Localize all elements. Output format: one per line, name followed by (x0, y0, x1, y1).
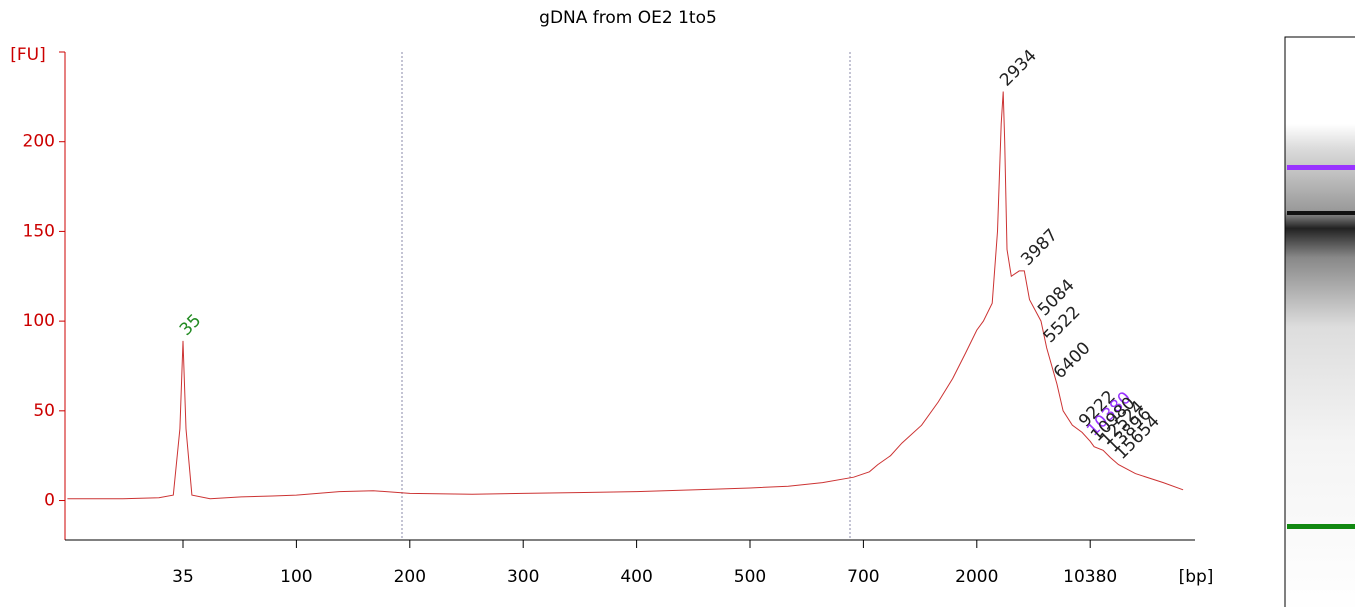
x-tick-label: 300 (507, 567, 539, 587)
x-tick-label: 200 (394, 567, 426, 587)
peak-label: 35 (176, 310, 205, 339)
y-axis-label: [FU] (10, 45, 46, 65)
trace (67, 91, 1184, 500)
lower-marker-band (1287, 524, 1355, 529)
x-axis-label: [bp] (1179, 567, 1214, 587)
y-tick-label: 100 (23, 311, 55, 331)
chart-title: gDNA from OE2 1to5 (539, 8, 717, 28)
main-band (1287, 211, 1355, 215)
x-tick-label: 100 (280, 567, 312, 587)
peak-label: 6400 (1050, 338, 1095, 383)
x-tick-label: 700 (847, 567, 879, 587)
peak-label: 3987 (1017, 225, 1062, 270)
x-tick-label: 35 (172, 567, 194, 587)
gel-lane (1284, 36, 1355, 607)
y-tick-label: 50 (33, 401, 55, 421)
x-tick-label: 500 (734, 567, 766, 587)
x-tick-label: 2000 (955, 567, 998, 587)
x-tick-label: 400 (620, 567, 652, 587)
x-tick-label: 10380 (1063, 567, 1117, 587)
y-tick-label: 200 (23, 132, 55, 152)
gel-background (1284, 36, 1355, 607)
upper-marker-band (1287, 165, 1355, 170)
y-tick-label: 150 (23, 221, 55, 241)
peak-label: 2934 (996, 46, 1041, 91)
y-tick-label: 0 (44, 491, 55, 511)
